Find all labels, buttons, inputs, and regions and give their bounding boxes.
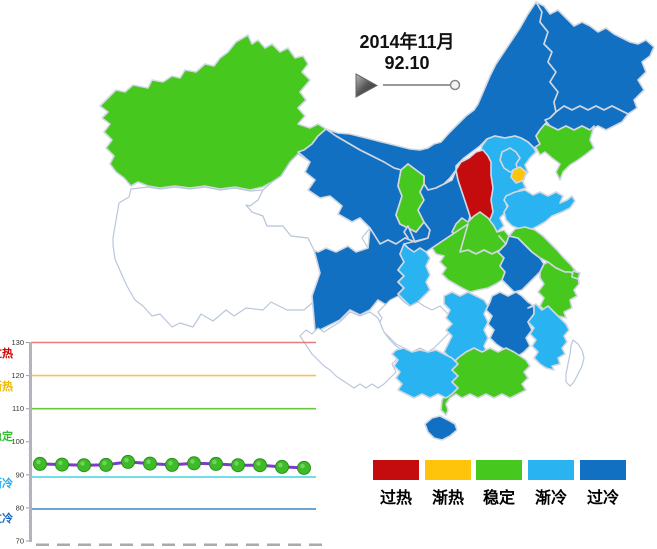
svg-text:稳定: 稳定 — [483, 488, 515, 507]
svg-text:92.10: 92.10 — [384, 53, 429, 73]
svg-text:渐冷: 渐冷 — [535, 488, 567, 507]
svg-text:稳定: 稳定 — [0, 429, 13, 443]
svg-text:130: 130 — [11, 338, 24, 347]
svg-text:100: 100 — [11, 437, 24, 446]
svg-text:70: 70 — [16, 537, 24, 546]
svg-text:80: 80 — [16, 503, 24, 512]
svg-text:过热: 过热 — [380, 488, 412, 507]
svg-text:渐热: 渐热 — [0, 379, 13, 393]
svg-text:过热: 过热 — [0, 346, 13, 360]
svg-text:过冷: 过冷 — [587, 488, 619, 507]
svg-text:渐冷: 渐冷 — [0, 476, 13, 490]
svg-text:90: 90 — [16, 470, 24, 479]
svg-text:2014年11月: 2014年11月 — [359, 31, 454, 52]
svg-text:120: 120 — [11, 371, 24, 380]
svg-text:渐热: 渐热 — [432, 488, 464, 507]
svg-text:110: 110 — [12, 404, 24, 413]
svg-text:过冷: 过冷 — [0, 511, 13, 525]
